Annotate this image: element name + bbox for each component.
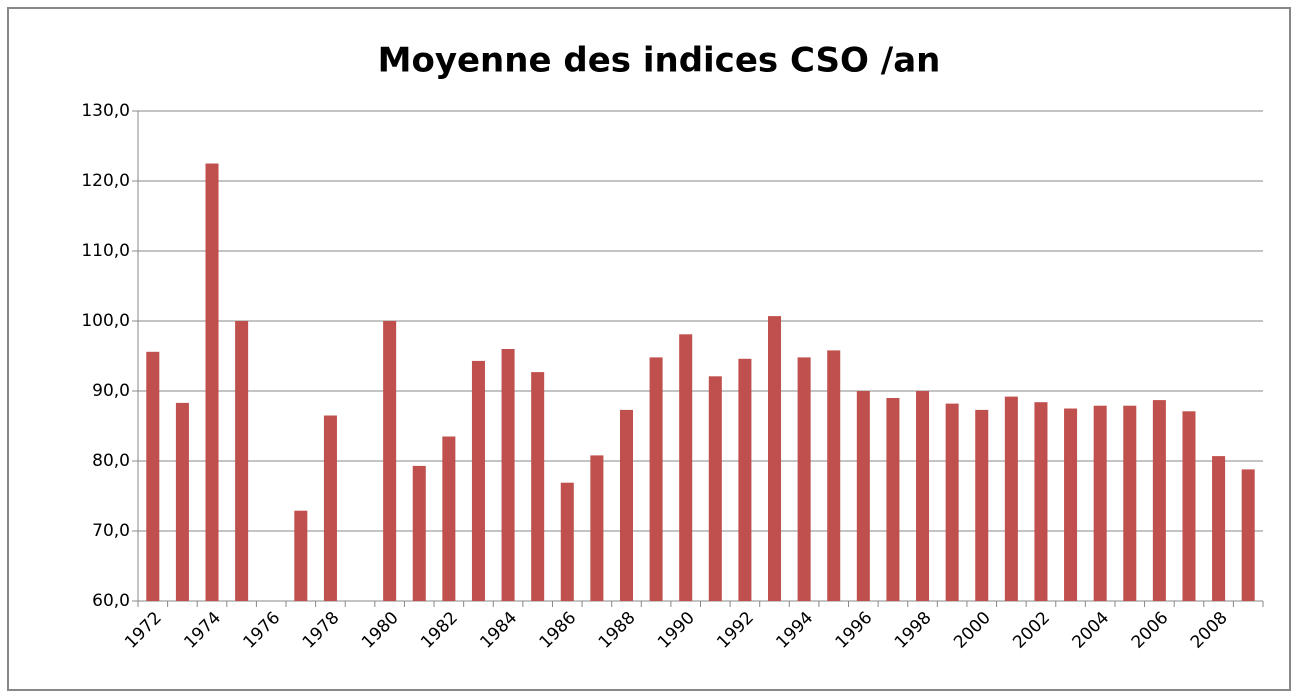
bar [975, 409, 989, 601]
chart-title: Moyenne des indices CSO /an [378, 41, 941, 81]
bar [501, 349, 515, 601]
bar [1093, 405, 1107, 601]
y-tick-label: 80,0 [92, 451, 130, 471]
bar [886, 398, 900, 601]
bar [175, 402, 189, 601]
y-tick-label: 70,0 [92, 521, 130, 541]
bar [797, 357, 811, 601]
bar [146, 351, 160, 601]
bar [619, 409, 633, 601]
bar [1212, 456, 1226, 601]
y-tick-label: 130,0 [81, 101, 130, 121]
bar [768, 316, 782, 601]
bar [294, 510, 308, 601]
bar [916, 391, 930, 601]
bar [708, 376, 722, 601]
bar [412, 465, 426, 601]
y-tick-label: 90,0 [92, 381, 130, 401]
bar [1034, 402, 1048, 601]
bar [1123, 405, 1137, 601]
bar [1064, 408, 1078, 601]
bar [471, 360, 485, 601]
bar [205, 163, 219, 601]
bar [442, 436, 456, 601]
bar [1004, 396, 1018, 601]
bar [531, 372, 545, 601]
bar [827, 350, 841, 601]
bar [1152, 400, 1166, 601]
y-tick-label: 110,0 [81, 241, 130, 261]
bar [590, 455, 604, 601]
bar [560, 482, 574, 601]
bar [738, 358, 752, 601]
bar [383, 321, 397, 601]
bar [649, 357, 663, 601]
bar [945, 403, 959, 601]
y-tick-label: 120,0 [81, 171, 130, 191]
bar [856, 391, 870, 601]
bar [679, 334, 693, 601]
y-tick-label: 60,0 [92, 591, 130, 611]
y-tick-label: 100,0 [81, 311, 130, 331]
bar [1241, 469, 1255, 601]
bar [235, 321, 249, 601]
bar [1182, 411, 1196, 601]
bar [323, 415, 337, 601]
